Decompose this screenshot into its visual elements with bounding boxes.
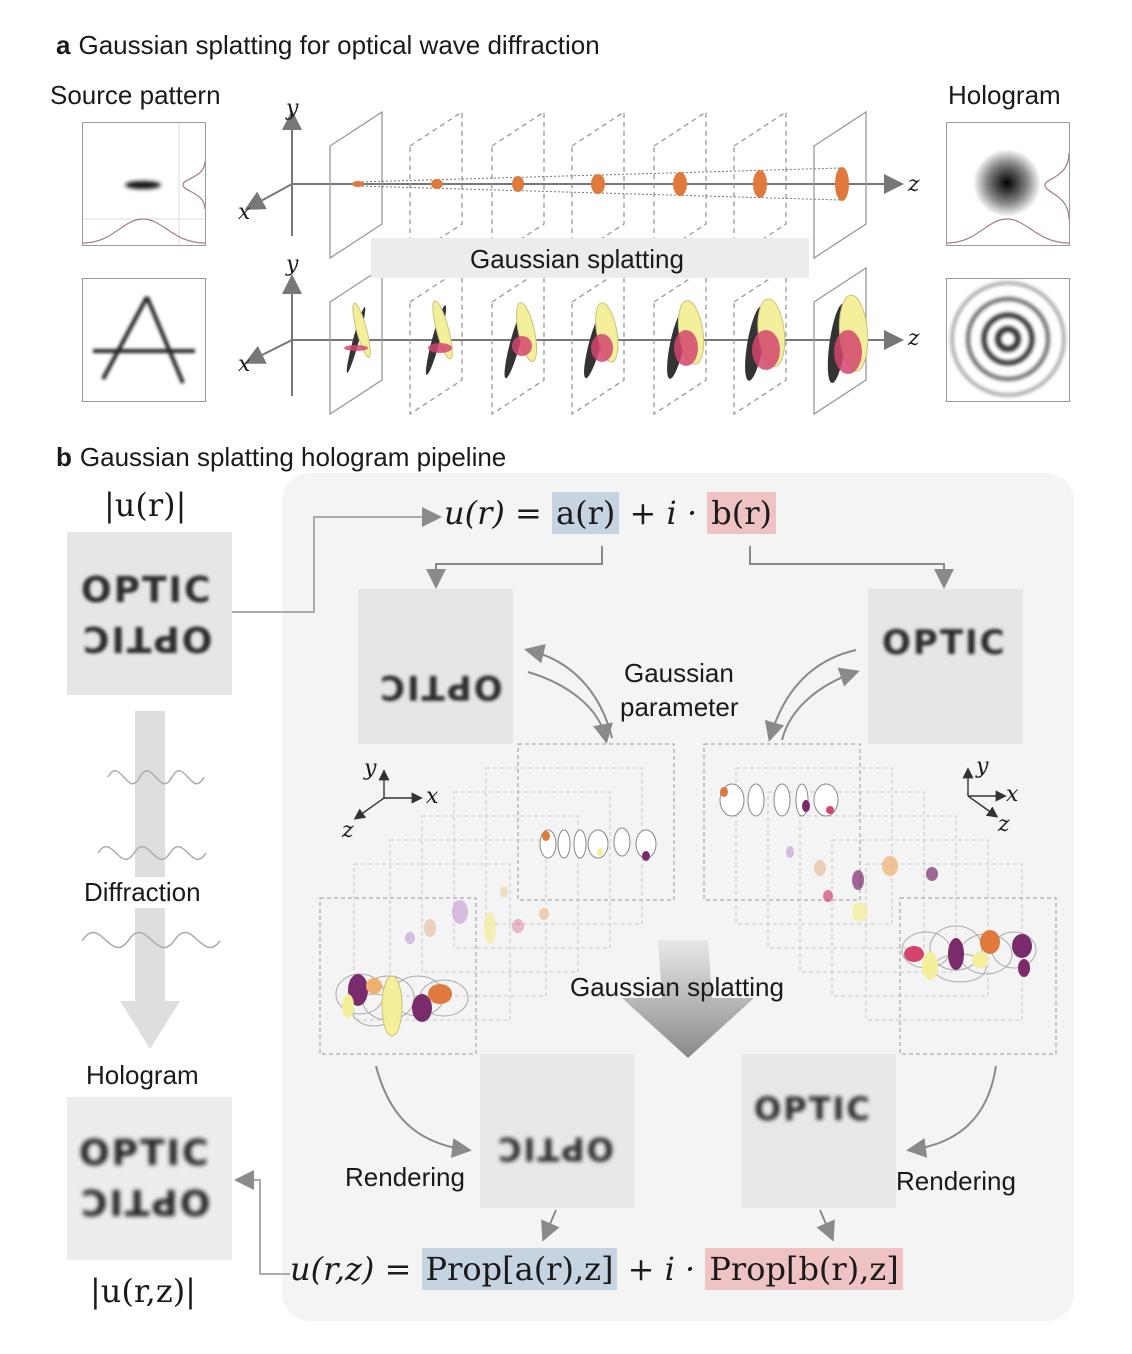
panel-b-title-text: Gaussian splatting hologram pipeline — [79, 442, 507, 472]
imag-part-image: OPTIC — [868, 589, 1023, 744]
input-image: OPTIC OPTIC — [67, 532, 232, 695]
equation-bottom-imag: Prop[b(r),z] — [705, 1248, 903, 1290]
right-small-x-label: x — [1006, 782, 1019, 807]
source-letter-thumb — [82, 278, 206, 402]
rendered-real-optic-mirrored: OPTIC — [496, 1130, 614, 1168]
panel-a-title-text: Gaussian splatting for optical wave diff… — [78, 30, 600, 60]
left-small-axes — [353, 769, 423, 820]
equation-bottom-mid: + i · — [617, 1250, 706, 1288]
panel-a-letter: a — [56, 30, 71, 60]
input-amplitude-label: |u(r)| — [104, 486, 187, 524]
gaussian-parameter-label-1: Gaussian — [624, 658, 734, 688]
diffraction-arrow — [81, 711, 221, 1049]
left-small-y-label: y — [364, 756, 377, 781]
real-optic-mirrored: OPTIC — [378, 667, 503, 707]
row1-y-label: y — [286, 96, 299, 121]
equation-bottom-lhs: u(r,z) = — [290, 1250, 422, 1288]
row1-z-label: z — [908, 172, 920, 197]
rendered-imag-image: OPTIC — [742, 1054, 896, 1208]
source-gaussian-svg — [82, 123, 206, 245]
row2-planes — [329, 266, 867, 416]
source-gaussian-thumb — [82, 122, 206, 246]
right-plane-stack — [703, 743, 1057, 1055]
rendered-imag-optic: OPTIC — [754, 1090, 872, 1128]
panel-a-diagram — [244, 110, 904, 416]
equation-top: u(r) = a(r) + i · b(r) — [444, 492, 777, 534]
row1-x-label: x — [238, 200, 251, 225]
hologram-letter-thumb — [946, 278, 1070, 402]
equation-top-real: a(r) — [552, 492, 620, 534]
right-small-y-label: y — [976, 754, 989, 779]
hologram-label-b: Hologram — [86, 1060, 199, 1090]
right-small-axes — [962, 767, 1007, 818]
right-bottom-cluster — [901, 925, 1037, 983]
hologram-letter-svg — [950, 281, 1066, 397]
row2-x-axis — [244, 339, 293, 364]
equation-top-mid: + i · — [619, 494, 708, 532]
rendering-label-right: Rendering — [896, 1166, 1016, 1196]
output-optic-text: OPTIC — [79, 1133, 211, 1174]
rendered-real-image: OPTIC — [480, 1054, 634, 1208]
source-pattern-label: Source pattern — [50, 80, 221, 110]
panel-a-title: a Gaussian splatting for optical wave dif… — [56, 30, 600, 61]
input-optic-text: OPTIC — [81, 570, 213, 611]
equation-bottom: u(r,z) = Prop[a(r),z] + i · Prop[b(r),z] — [290, 1248, 903, 1290]
gaussian-splatting-banner — [371, 238, 809, 278]
row2-gaussians — [344, 294, 869, 384]
row1-x-axis — [244, 183, 293, 210]
hologram-gaussian-svg — [946, 149, 1070, 244]
equation-bottom-real: Prop[a(r),z] — [421, 1248, 618, 1290]
right-top-cluster — [719, 783, 839, 817]
hologram-gaussian-thumb — [946, 122, 1070, 246]
imag-optic-text: OPTIC — [882, 623, 1007, 663]
diffraction-label: Diffraction — [84, 877, 201, 908]
gaussian-splatting-label-b: Gaussian splatting — [570, 972, 784, 1002]
right-scatter — [786, 846, 938, 922]
output-hologram-image: OPTIC OPTIC — [67, 1097, 232, 1260]
rendered-real-optic-text: OPTIC — [496, 1130, 614, 1168]
left-small-x-label: x — [426, 784, 439, 809]
source-letter-svg — [93, 296, 195, 384]
panel-b-letter: b — [56, 442, 72, 472]
equation-top-lhs: u(r) = — [444, 494, 553, 532]
row2-y-label: y — [286, 252, 299, 277]
left-small-z-label: z — [342, 818, 354, 843]
gaussian-point-clouds — [319, 743, 1057, 1058]
row1-planes — [329, 110, 867, 260]
output-amplitude-label: |u(r,z)| — [90, 1272, 196, 1310]
row1-gaussians — [352, 167, 849, 201]
row2-z-label: z — [908, 326, 920, 351]
hologram-label-a: Hologram — [948, 80, 1061, 110]
row2-x-label: x — [238, 352, 251, 377]
left-scatter — [405, 886, 549, 944]
rendering-label-left: Rendering — [345, 1162, 465, 1192]
left-top-accents — [542, 831, 650, 861]
gaussian-parameter-label-2: parameter — [620, 692, 739, 722]
equation-top-imag: b(r) — [707, 492, 777, 534]
real-optic-mirrored-text: OPTIC — [378, 667, 503, 707]
panel-b-title: b Gaussian splatting hologram pipeline — [56, 442, 506, 473]
left-bottom-cluster — [335, 973, 469, 1037]
right-top-accents — [720, 787, 834, 814]
left-plane-stack — [319, 743, 675, 1055]
real-part-image: OPTIC — [358, 589, 513, 744]
gaussian-splatting-banner-label: Gaussian splatting — [470, 244, 684, 274]
right-small-z-label: z — [998, 812, 1010, 837]
